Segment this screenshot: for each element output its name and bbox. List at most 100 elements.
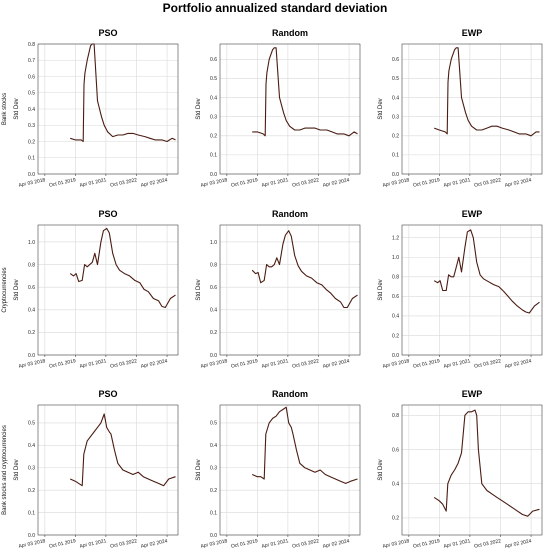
x-tick-label: Apr 03 2018 <box>382 358 410 370</box>
x-tick-label: Apr 01 2021 <box>79 358 107 370</box>
panel-title: Random <box>272 209 308 219</box>
x-tick-label: Apr 03 2018 <box>382 538 410 550</box>
series-line <box>69 227 176 309</box>
x-tick-label: Apr 03 2018 <box>200 177 228 189</box>
x-tick-label: Oct 01 2019 <box>412 177 440 189</box>
y-axis-label: Std Dev <box>14 98 20 119</box>
x-tick-label: Apr 02 2024 <box>504 538 532 550</box>
y-tick-label: 0.4 <box>210 95 217 101</box>
y-tick-label: 0.1 <box>392 153 399 159</box>
panel-title: PSO <box>98 389 117 399</box>
y-axis-label: Std Dev <box>196 459 202 480</box>
y-tick-label: 0.1 <box>210 510 217 516</box>
y-tick-label: 0.2 <box>392 134 399 140</box>
y-tick-label: 0.2 <box>210 330 217 336</box>
panel-title: PSO <box>98 209 117 219</box>
x-tick-label: Apr 03 2018 <box>18 177 46 189</box>
y-tick-label: 0.6 <box>392 294 399 300</box>
y-tick-label: 0.2 <box>210 134 217 140</box>
y-tick-label: 1.0 <box>28 240 35 246</box>
y-tick-label: 0.2 <box>392 516 399 522</box>
y-tick-label: 0.4 <box>28 443 35 449</box>
panel-title: Random <box>272 389 308 399</box>
y-tick-label: 0.3 <box>28 466 35 472</box>
y-axis-label: Std Dev <box>196 98 202 119</box>
x-tick-label: Apr 02 2024 <box>140 358 168 370</box>
y-tick-label: 0.0 <box>392 353 399 359</box>
plot-frame <box>219 224 361 356</box>
x-tick-label: Apr 01 2021 <box>261 358 289 370</box>
y-tick-label: 0.0 <box>210 533 217 539</box>
x-tick-label: Apr 01 2021 <box>443 358 471 370</box>
y-tick-label: 0.0 <box>28 353 35 359</box>
y-tick-label: 0.4 <box>392 95 399 101</box>
panel-title: EWP <box>462 389 483 399</box>
series-line <box>434 47 540 137</box>
y-axis-label: Std Dev <box>378 98 384 119</box>
x-tick-label: Oct 01 2019 <box>230 538 258 550</box>
y-axis-label: Std Dev <box>378 459 384 480</box>
x-tick-label: Oct 01 2019 <box>48 177 76 189</box>
x-tick-label: Apr 01 2021 <box>443 177 471 189</box>
series-line <box>70 43 176 143</box>
x-tick-label: Oct 03 2022 <box>474 358 502 370</box>
y-tick-label: 0.1 <box>28 510 35 516</box>
y-tick-label: 0.0 <box>210 353 217 359</box>
y-tick-label: 0.1 <box>210 153 217 159</box>
x-tick-label: Apr 01 2021 <box>261 177 289 189</box>
y-tick-label: 0.6 <box>392 57 399 63</box>
y-tick-label: 0.4 <box>28 107 35 113</box>
y-tick-label: 0.6 <box>392 447 399 453</box>
y-axis-label: Std Dev <box>378 279 384 300</box>
plot-frame <box>37 224 179 356</box>
series-line <box>433 229 540 314</box>
y-tick-label: 0.7 <box>28 58 35 64</box>
y-tick-label: 0.6 <box>28 74 35 80</box>
series-line <box>69 413 176 487</box>
plot-frame <box>401 224 543 356</box>
x-tick-label: Oct 03 2022 <box>474 177 502 189</box>
x-tick-label: Apr 02 2024 <box>322 177 350 189</box>
y-tick-label: 0.8 <box>28 262 35 268</box>
y-tick-label: 0.4 <box>28 308 35 314</box>
panel-title: EWP <box>462 28 483 38</box>
y-tick-label: 0.2 <box>28 488 35 494</box>
y-tick-label: 0.2 <box>28 330 35 336</box>
x-tick-label: Oct 03 2022 <box>110 358 138 370</box>
y-tick-label: 0.4 <box>392 481 399 487</box>
y-tick-label: 0.3 <box>28 123 35 129</box>
series-line <box>433 409 540 517</box>
y-tick-label: 0.4 <box>210 443 217 449</box>
y-tick-label: 0.4 <box>210 308 217 314</box>
y-tick-label: 0.2 <box>392 333 399 339</box>
x-tick-label: Oct 03 2022 <box>292 538 320 550</box>
x-tick-label: Oct 03 2022 <box>292 177 320 189</box>
y-tick-label: 0.5 <box>392 76 399 82</box>
y-tick-label: 0.1 <box>28 156 35 162</box>
row-label: Bank stocks and cryptocurrencies <box>2 425 8 515</box>
y-tick-label: 0.6 <box>210 285 217 291</box>
series-line <box>252 47 358 137</box>
y-tick-label: 0.6 <box>210 57 217 63</box>
y-tick-label: 0.8 <box>28 42 35 48</box>
figure-title: Portfolio annualized standard deviation <box>162 1 388 15</box>
y-tick-label: 0.5 <box>210 421 217 427</box>
y-tick-label: 0.2 <box>28 139 35 145</box>
series-line <box>251 406 358 484</box>
x-tick-label: Oct 03 2022 <box>474 538 502 550</box>
x-tick-label: Apr 02 2024 <box>322 538 350 550</box>
x-tick-label: Apr 03 2018 <box>18 538 46 550</box>
x-tick-label: Apr 01 2021 <box>79 538 107 550</box>
y-tick-label: 0.3 <box>210 466 217 472</box>
row-label: Cryptocurrencies <box>2 267 8 312</box>
y-tick-label: 0.0 <box>28 533 35 539</box>
x-tick-label: Apr 01 2021 <box>443 538 471 550</box>
panel-title: PSO <box>98 28 117 38</box>
y-axis-label: Std Dev <box>196 279 202 300</box>
x-tick-label: Oct 01 2019 <box>230 177 258 189</box>
y-tick-label: 0.2 <box>210 488 217 494</box>
x-tick-label: Apr 02 2024 <box>504 358 532 370</box>
y-tick-label: 1.0 <box>392 255 399 261</box>
x-tick-label: Apr 02 2024 <box>504 177 532 189</box>
